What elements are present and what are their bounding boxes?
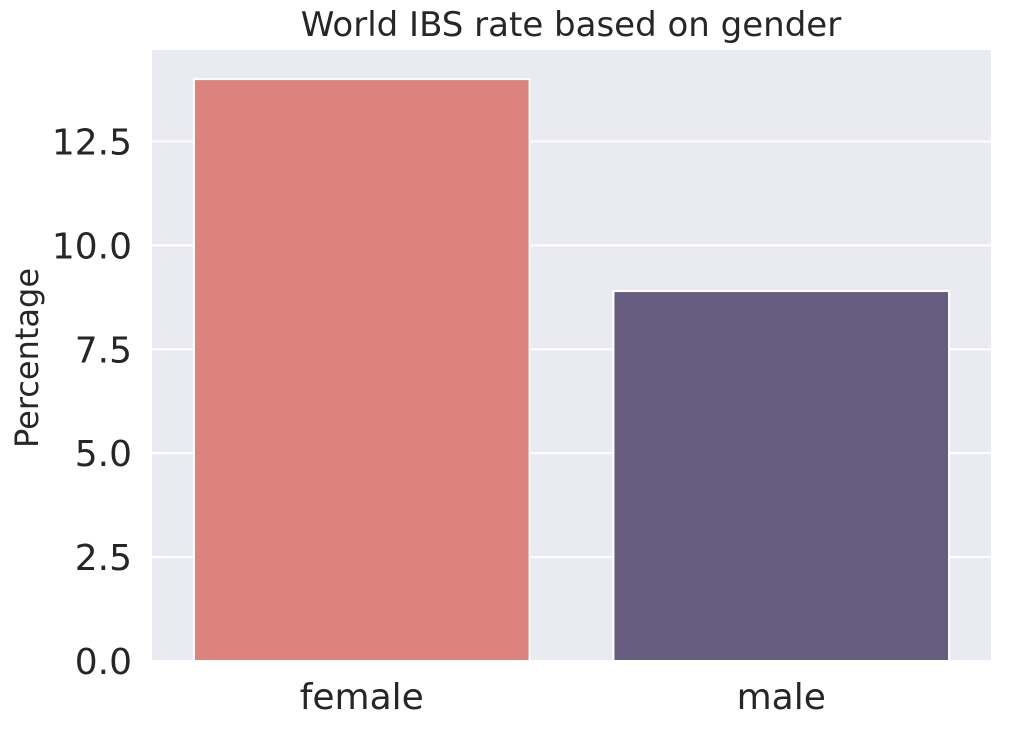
- bar-male: [612, 290, 951, 662]
- bars: [192, 78, 951, 663]
- y-tick-label: 5.0: [75, 434, 132, 475]
- x-tick-labels: female male: [300, 677, 826, 718]
- y-tick-label: 2.5: [75, 538, 132, 579]
- y-tick-label: 10.0: [52, 226, 132, 267]
- y-tick-label: 0.0: [75, 642, 132, 683]
- y-axis-label: Percentage: [8, 268, 46, 448]
- x-tick-label: male: [737, 677, 826, 718]
- bar-female: [192, 78, 531, 663]
- chart-title: World IBS rate based on gender: [301, 5, 841, 45]
- y-tick-label: 12.5: [52, 122, 132, 163]
- y-tick-label: 7.5: [75, 330, 132, 371]
- y-tick-labels: 0.0 2.5 5.0 7.5 10.0 12.5: [52, 122, 132, 683]
- x-tick-label: female: [300, 677, 424, 718]
